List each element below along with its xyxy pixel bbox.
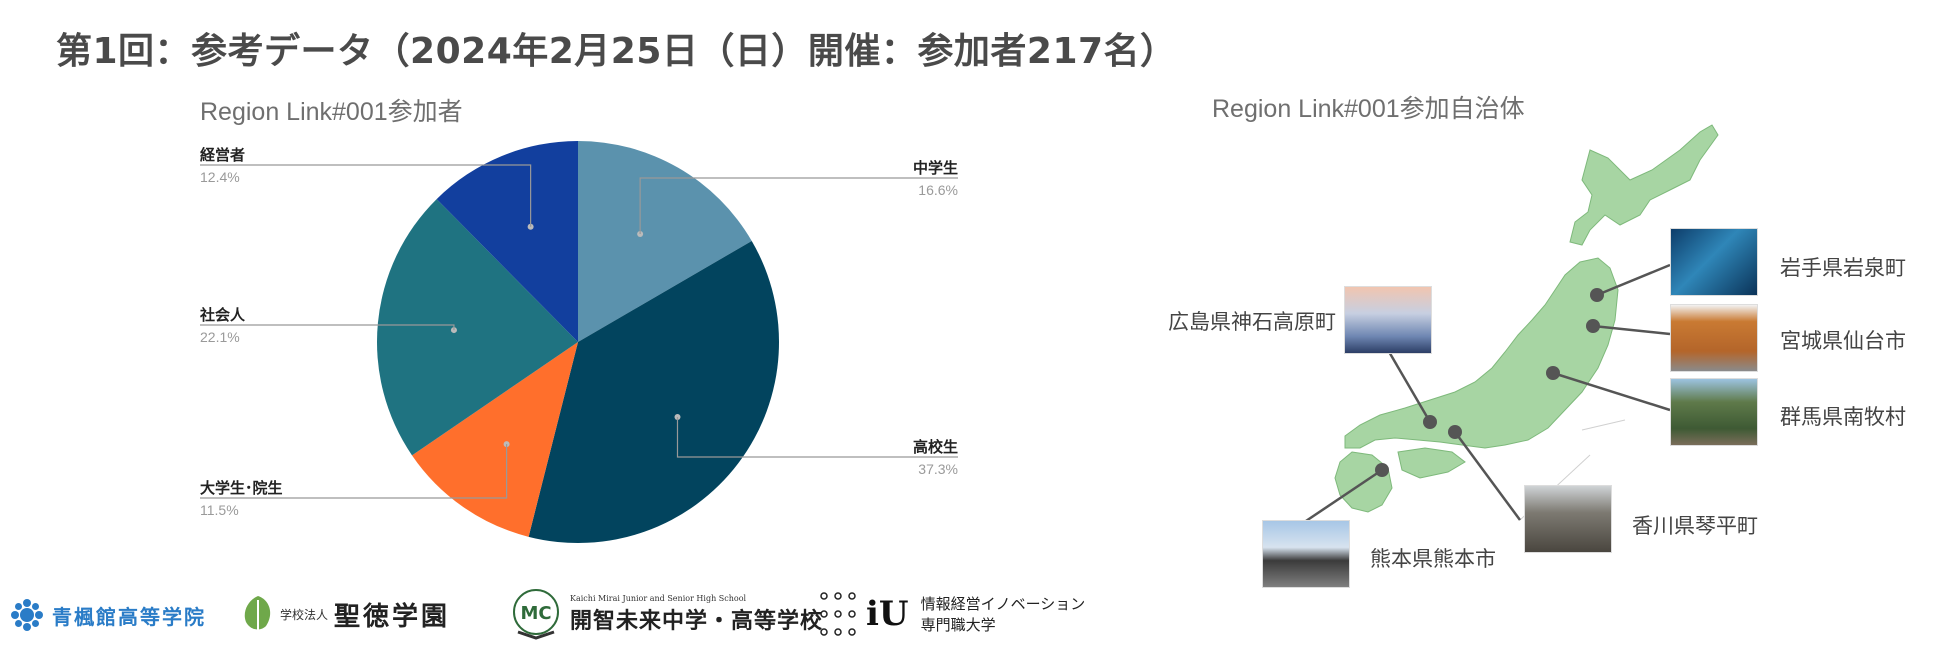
seiho-logo: 青楓館高等学院 <box>10 598 206 632</box>
chart-title: Region Link#001参加者 <box>200 98 463 126</box>
pie-value-label-2: 11.5% <box>200 502 239 518</box>
pie-slice-3 <box>376 199 578 456</box>
place-label-iwaizumi: 岩手県岩泉町 <box>1780 256 1906 280</box>
pie-value-label-4: 12.4% <box>200 169 240 185</box>
kaichi-crest-icon: MC <box>513 589 559 640</box>
seitoku-leaf-icon <box>244 596 271 630</box>
pie-category-label-1: 高校生 <box>913 438 958 456</box>
building-photo <box>1670 304 1758 372</box>
pie-leader-line-1 <box>676 417 958 458</box>
pie-slice-2 <box>412 342 578 537</box>
seiho-name: 青楓館高等学院 <box>52 604 206 629</box>
map-title: Region Link#001参加自治体 <box>1212 95 1525 123</box>
svg-text:MC: MC <box>520 603 551 624</box>
pie-category-label-2: 大学生･院生 <box>200 479 283 497</box>
pie-slice-1 <box>528 240 779 543</box>
pie-category-label-3: 社会人 <box>199 306 246 324</box>
pie-leader-line-3 <box>200 324 455 331</box>
seitoku-name: 聖徳学園 <box>334 601 451 632</box>
iu-logo: iU 情報経営イノベーション 専門職大学 <box>818 588 1085 640</box>
cave-photo <box>1670 228 1758 296</box>
place-label-kumamoto: 熊本県熊本市 <box>1370 547 1496 571</box>
pie-category-label-4: 経営者 <box>200 146 245 164</box>
iu-dots-icon <box>820 592 856 636</box>
sponsor-logos: 青楓館高等学院 学校法人 聖徳学園 MC Kaichi Mirai Junior… <box>0 580 1950 655</box>
pie-category-label-0: 中学生 <box>913 159 958 177</box>
pie-value-label-0: 16.6% <box>918 182 958 198</box>
place-label-jinsekikogen: 広島県神石高原町 <box>1168 310 1336 334</box>
japan-map <box>1299 124 1719 527</box>
page-title: 第1回：参考データ（2024年2月25日（日）開催：参加者217名） <box>56 31 1177 72</box>
place-label-sendai: 宮城県仙台市 <box>1780 329 1906 353</box>
pie-leader-line-0 <box>639 177 958 234</box>
kaichi-english: Kaichi Mirai Junior and Senior High Scho… <box>570 593 747 603</box>
kaichi-name: 開智未来中学・高等学校 <box>570 607 824 634</box>
honshu-shape <box>1344 257 1619 449</box>
place-label-kotohira: 香川県琴平町 <box>1632 514 1758 538</box>
shikoku-shape <box>1397 447 1466 479</box>
pie-leader-line-4 <box>200 164 532 227</box>
seiho-emblem-icon <box>11 599 43 631</box>
iu-name-line2: 専門職大学 <box>920 616 996 634</box>
castle-photo <box>1262 520 1350 588</box>
seitoku-prefix: 学校法人 <box>280 607 329 622</box>
pie-slice-0 <box>578 141 752 342</box>
pie-slice-4 <box>436 141 578 342</box>
place-label-nanmoku: 群馬県南牧村 <box>1780 405 1906 429</box>
hokkaido-shape <box>1569 124 1719 246</box>
iu-mark: iU <box>866 594 909 634</box>
seitoku-logo: 学校法人 聖徳学園 <box>240 594 450 634</box>
iu-name-line1: 情報経営イノベーション <box>920 595 1086 613</box>
pie-chart: 中学生 16.6% 高校生 37.3% 大学生･院生 11.5% 社会人 22.1% 経営者 12… <box>199 141 958 543</box>
kaichi-logo: MC Kaichi Mirai Junior and Senior High S… <box>508 588 823 640</box>
mountain-village-photo <box>1670 378 1758 446</box>
pie-value-label-1: 37.3% <box>918 461 958 477</box>
stone-stairs-photo <box>1524 485 1612 553</box>
pie-leader-line-2 <box>200 444 508 499</box>
sea-of-clouds-photo <box>1344 286 1432 354</box>
pie-value-label-3: 22.1% <box>200 329 240 345</box>
